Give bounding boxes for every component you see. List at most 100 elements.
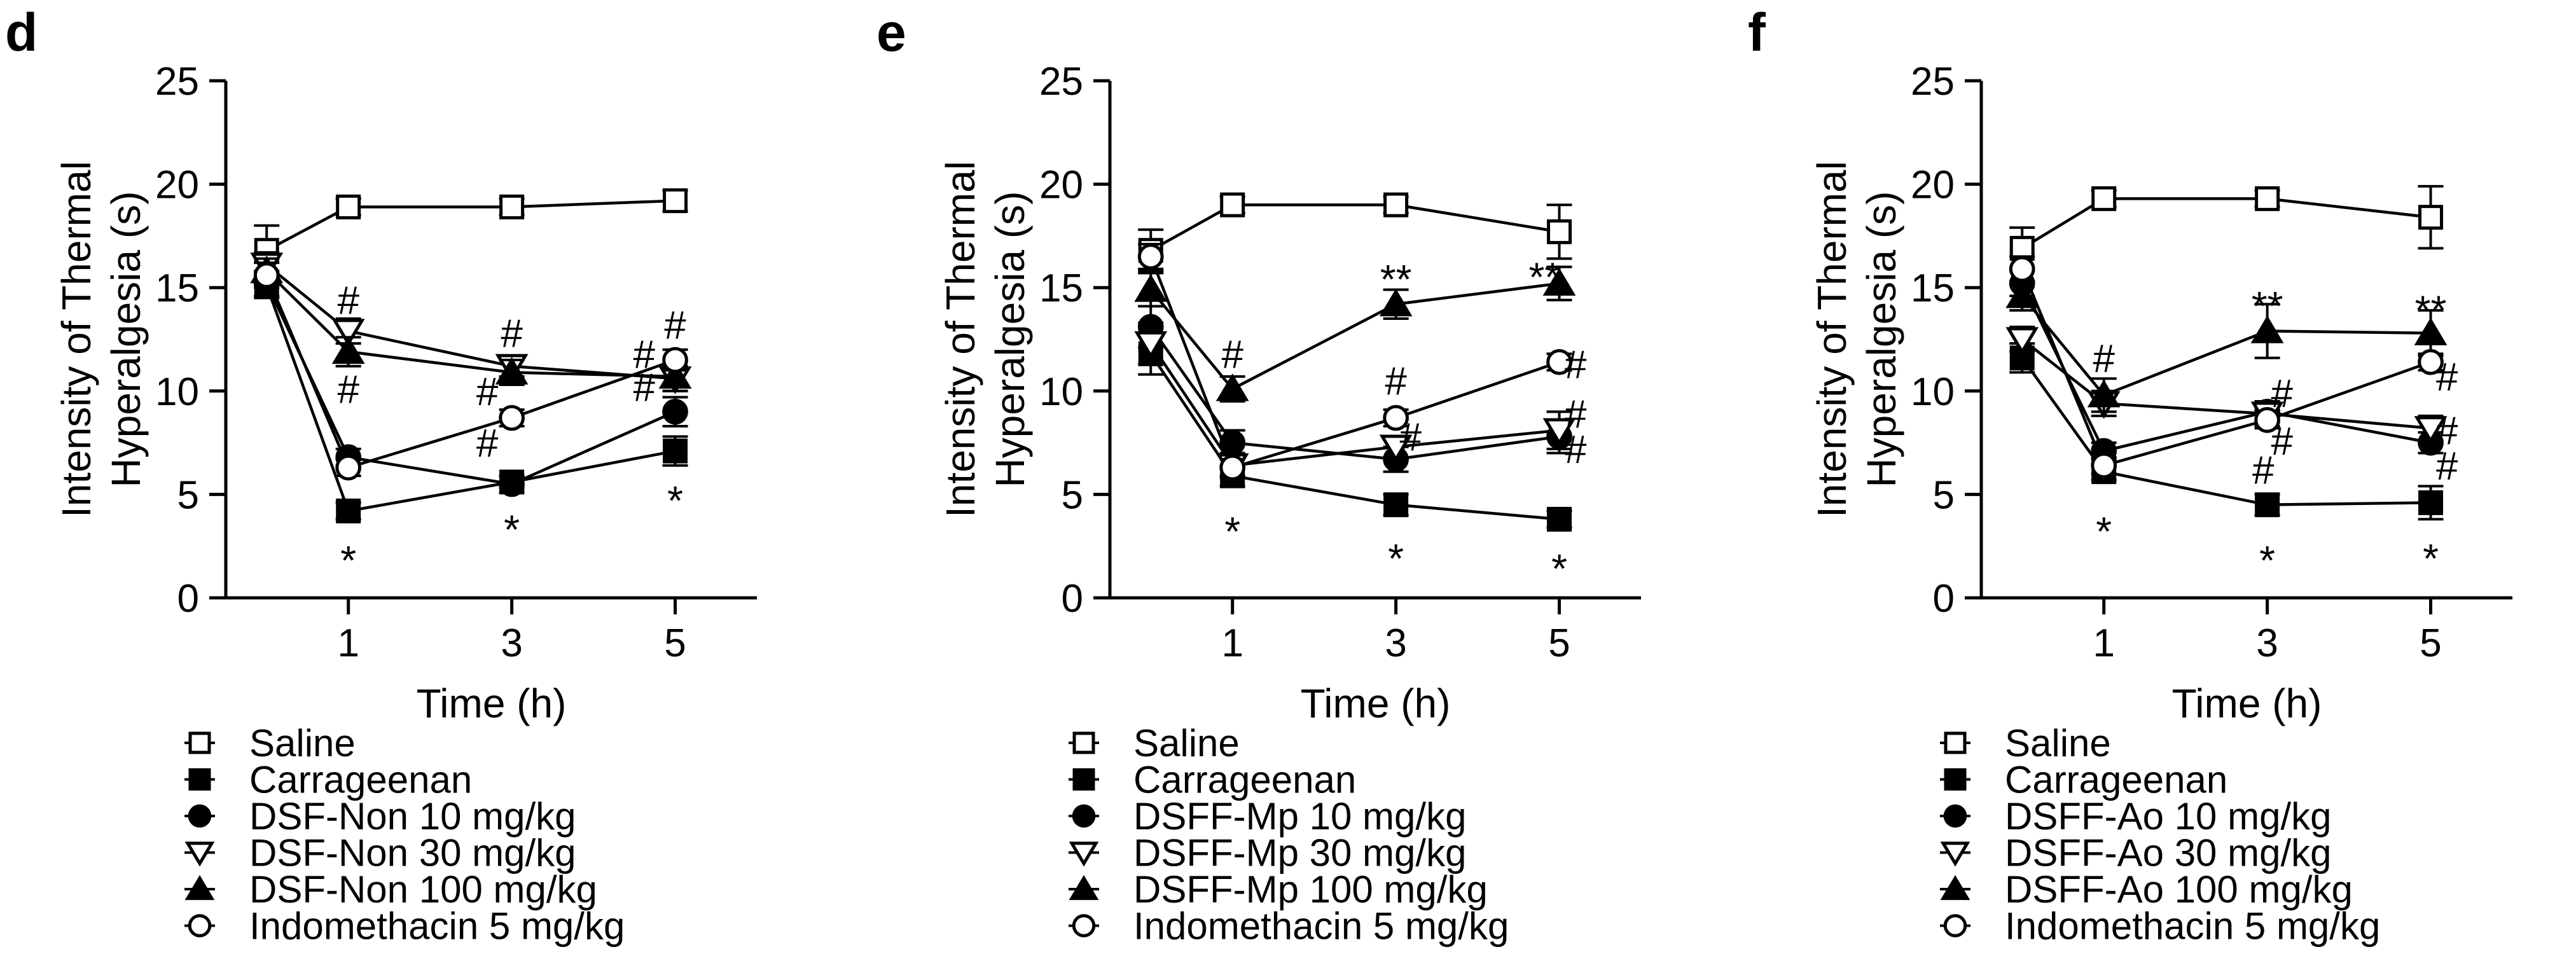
data-point xyxy=(331,319,365,347)
significance-annotation: * xyxy=(2423,536,2439,581)
significance-annotation: * xyxy=(1551,546,1567,591)
data-point xyxy=(663,438,688,464)
significance-annotation: # xyxy=(664,304,686,348)
y-tick-label: 25 xyxy=(1911,60,1955,104)
y-axis-label-line: Hyperalgesia (s) xyxy=(1859,191,1904,488)
significance-annotation: # xyxy=(2271,420,2293,464)
y-tick-label: 15 xyxy=(155,266,199,310)
data-point xyxy=(2087,379,2121,408)
data-point xyxy=(1542,268,1576,296)
series-line xyxy=(1149,342,1560,467)
series-line xyxy=(1149,353,1560,521)
significance-annotation: # xyxy=(1565,393,1587,437)
data-point xyxy=(1220,192,1245,218)
significance-annotation: * xyxy=(504,506,520,552)
significance-annotation: * xyxy=(667,478,683,523)
legend-label: DSFF-Mp 100 mg/kg xyxy=(1133,868,1488,911)
chart-panel-e: e 0 5 10 15 20 25 1 3 5 Time (h) Intensity of Therm… xyxy=(876,3,1641,948)
data-point xyxy=(1219,454,1246,481)
data-point xyxy=(658,361,692,389)
data-point xyxy=(2009,256,2035,282)
significance-annotation: # xyxy=(2252,448,2275,492)
series-4 xyxy=(1134,265,1576,403)
y-tick-label: 10 xyxy=(155,370,199,414)
data-point xyxy=(1137,244,1164,270)
data-point xyxy=(2091,186,2117,211)
data-point xyxy=(499,194,525,219)
legend-marker xyxy=(184,875,215,901)
legend-marker xyxy=(1072,914,1096,937)
data-point xyxy=(2414,416,2448,444)
series-4 xyxy=(250,255,692,392)
data-point xyxy=(2005,327,2039,355)
y-tick-label: 25 xyxy=(1039,60,1083,104)
significance-annotation: * xyxy=(340,537,356,583)
significance-annotation: # xyxy=(501,312,523,356)
y-tick-label: 25 xyxy=(155,60,199,104)
chart-panel-d: d 0 5 10 15 20 25 1 3 5 Time (h) Intensity of Therm… xyxy=(5,3,757,948)
legend-label: DSFF-Mp 30 mg/kg xyxy=(1133,832,1466,875)
y-axis-label-line: Intensity of Thermal xyxy=(938,161,983,518)
legend-marker xyxy=(188,768,211,791)
series-line xyxy=(1149,256,1560,469)
panel-label: e xyxy=(876,3,906,62)
legend-marker xyxy=(188,804,212,828)
legend-label: DSF-Non 10 mg/kg xyxy=(249,795,576,838)
series-line xyxy=(1149,282,1560,391)
significance-annotation: # xyxy=(1399,415,1422,459)
significance-annotation: ** xyxy=(2415,287,2447,333)
significance-annotation: # xyxy=(2436,410,2458,453)
series-2 xyxy=(2009,270,2444,464)
significance-annotation: # xyxy=(2271,372,2293,416)
significance-annotation: # xyxy=(337,279,359,323)
data-point xyxy=(1383,492,1409,518)
series-line xyxy=(265,270,675,378)
data-point xyxy=(1383,192,1409,218)
y-tick-label: 20 xyxy=(1911,163,1955,207)
data-point xyxy=(253,262,280,289)
legend-label: Carrageenan xyxy=(1133,759,1356,801)
data-point xyxy=(2414,317,2448,345)
legend-marker xyxy=(1069,875,1099,901)
y-tick-label: 5 xyxy=(177,473,199,517)
legend-label: Carrageenan xyxy=(2005,759,2227,801)
y-axis-label: Intensity of ThermalHyperalgesia (s) xyxy=(53,161,149,518)
data-point xyxy=(331,336,365,364)
data-point xyxy=(2255,186,2280,211)
significance-annotation: # xyxy=(633,366,655,410)
data-point xyxy=(663,188,688,214)
legend-label: DSF-Non 30 mg/kg xyxy=(249,832,576,875)
legend-marker xyxy=(1943,914,1967,937)
x-axis-label: Time (h) xyxy=(417,681,567,726)
x-tick-label: 5 xyxy=(664,621,686,665)
panel-label: f xyxy=(1748,3,1766,62)
series-5 xyxy=(2009,255,2444,479)
significance-annotation: ** xyxy=(1529,254,1561,300)
data-point xyxy=(1547,219,1572,244)
significance-annotation: # xyxy=(476,422,499,466)
x-tick-label: 3 xyxy=(2256,621,2278,665)
legend-label: Indomethacin 5 mg/kg xyxy=(1133,905,1509,948)
data-point xyxy=(499,404,525,431)
legend-label: Saline xyxy=(249,722,356,764)
significance-annotation: * xyxy=(2259,537,2275,583)
data-point xyxy=(2255,492,2280,518)
series-5 xyxy=(253,261,688,481)
data-point xyxy=(1379,434,1413,463)
legend-marker xyxy=(184,841,215,867)
y-tick-label: 0 xyxy=(1933,577,1955,621)
series-line xyxy=(2021,294,2431,397)
data-point xyxy=(2091,452,2117,479)
significance-annotation: * xyxy=(2096,509,2112,555)
series-line xyxy=(2021,197,2431,250)
legend-label: Carrageenan xyxy=(249,759,472,801)
y-axis-label: Intensity of ThermalHyperalgesia (s) xyxy=(938,161,1033,518)
legend-marker xyxy=(1943,804,1967,828)
y-tick-label: 15 xyxy=(1039,266,1083,310)
y-tick-label: 0 xyxy=(1062,577,1083,621)
data-point xyxy=(662,398,688,425)
legend-marker xyxy=(1069,841,1099,867)
x-tick-label: 1 xyxy=(337,621,359,665)
